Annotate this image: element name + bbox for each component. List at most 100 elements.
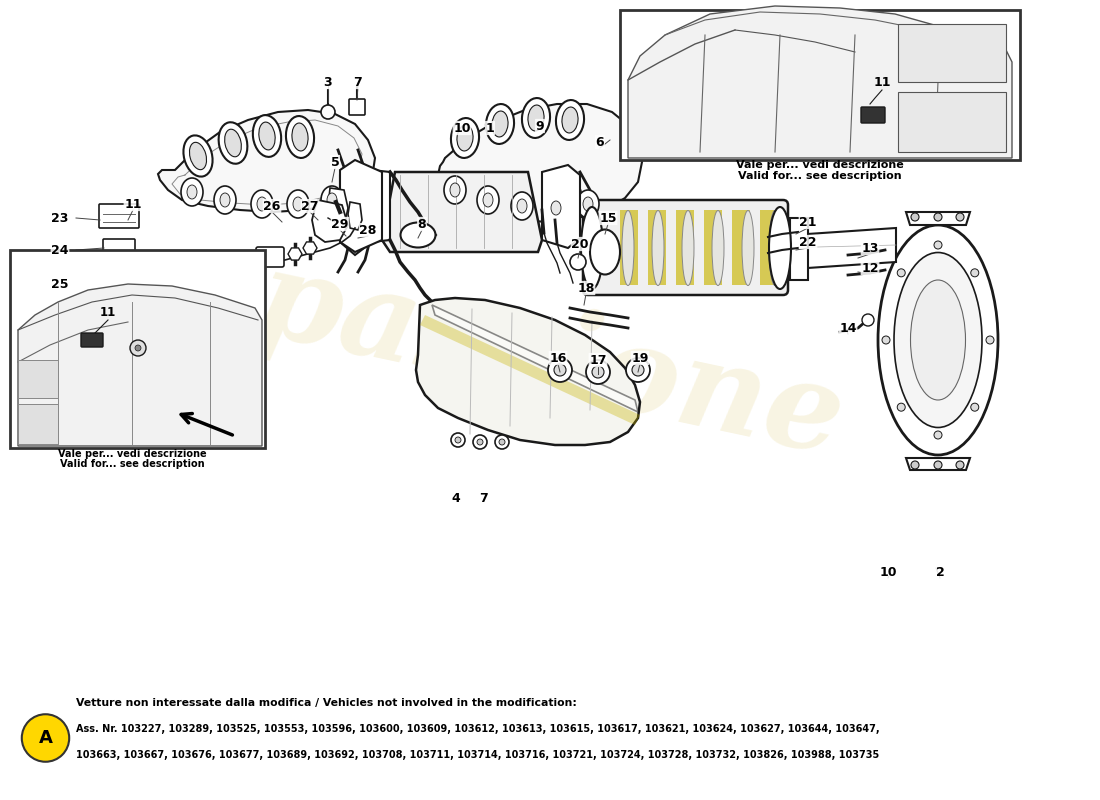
Text: passione: passione (245, 240, 855, 480)
Polygon shape (628, 6, 1012, 158)
Ellipse shape (321, 186, 343, 214)
FancyBboxPatch shape (103, 239, 135, 259)
Text: 7: 7 (353, 75, 362, 89)
Circle shape (911, 213, 918, 221)
Polygon shape (438, 104, 642, 222)
Ellipse shape (578, 190, 600, 218)
Bar (760, 210, 778, 285)
Text: 10: 10 (453, 122, 471, 134)
Circle shape (971, 403, 979, 411)
FancyBboxPatch shape (18, 404, 58, 444)
Text: 19: 19 (631, 351, 649, 365)
Text: 29: 29 (331, 218, 349, 230)
Text: Ass. Nr. 103227, 103289, 103525, 103553, 103596, 103600, 103609, 103612, 103613,: Ass. Nr. 103227, 103289, 103525, 103553,… (76, 724, 879, 734)
Ellipse shape (292, 123, 308, 151)
Text: 28: 28 (360, 223, 376, 237)
Text: 3: 3 (323, 75, 332, 89)
Ellipse shape (483, 193, 493, 207)
Polygon shape (302, 242, 317, 254)
Circle shape (898, 403, 905, 411)
Polygon shape (18, 284, 262, 446)
Ellipse shape (451, 118, 480, 158)
Circle shape (934, 461, 942, 469)
Ellipse shape (182, 178, 204, 206)
Circle shape (499, 439, 505, 445)
Polygon shape (416, 298, 640, 445)
Circle shape (632, 364, 644, 376)
Ellipse shape (712, 210, 724, 286)
Text: Valid for... see description: Valid for... see description (59, 459, 205, 469)
Circle shape (22, 714, 69, 762)
Circle shape (586, 360, 611, 384)
Circle shape (971, 269, 979, 277)
Text: 21: 21 (800, 215, 816, 229)
FancyBboxPatch shape (98, 268, 136, 294)
Text: Valid for... see description: Valid for... see description (738, 171, 902, 181)
Bar (732, 210, 750, 285)
FancyBboxPatch shape (99, 204, 139, 228)
Ellipse shape (486, 104, 514, 144)
Circle shape (956, 461, 964, 469)
Circle shape (898, 269, 905, 277)
FancyBboxPatch shape (10, 250, 265, 448)
Text: 14: 14 (839, 322, 857, 334)
Text: 20: 20 (571, 238, 588, 250)
Circle shape (934, 213, 942, 221)
Polygon shape (340, 164, 390, 255)
Ellipse shape (187, 185, 197, 199)
Circle shape (592, 366, 604, 378)
Ellipse shape (894, 253, 982, 427)
Polygon shape (906, 458, 970, 470)
Ellipse shape (400, 222, 436, 247)
Ellipse shape (286, 116, 315, 158)
Ellipse shape (450, 183, 460, 197)
Circle shape (882, 336, 890, 344)
Text: 27: 27 (301, 199, 319, 213)
FancyBboxPatch shape (9, 682, 1091, 794)
Text: A: A (39, 729, 53, 747)
Text: 25: 25 (52, 278, 68, 290)
Text: Vetture non interessate dalla modifica / Vehicles not involved in the modificati: Vetture non interessate dalla modifica /… (76, 698, 576, 709)
Ellipse shape (189, 142, 207, 170)
Text: 24: 24 (52, 243, 68, 257)
Text: 17: 17 (590, 354, 607, 366)
Text: 13: 13 (861, 242, 879, 254)
Ellipse shape (551, 201, 561, 215)
Ellipse shape (224, 130, 241, 157)
Ellipse shape (581, 207, 603, 289)
Text: 6: 6 (596, 135, 604, 149)
FancyBboxPatch shape (861, 107, 886, 123)
FancyBboxPatch shape (898, 92, 1006, 152)
Polygon shape (432, 305, 638, 412)
Circle shape (321, 105, 336, 119)
Circle shape (934, 431, 942, 439)
Ellipse shape (878, 225, 998, 455)
Polygon shape (312, 200, 348, 242)
Text: 2: 2 (936, 566, 945, 578)
Text: 26: 26 (263, 199, 280, 213)
Polygon shape (328, 188, 348, 224)
Ellipse shape (654, 121, 685, 159)
Ellipse shape (682, 210, 694, 286)
Text: 16: 16 (549, 351, 566, 365)
Text: 9: 9 (536, 119, 544, 133)
Circle shape (554, 364, 566, 376)
Text: 11: 11 (124, 198, 142, 210)
Ellipse shape (253, 115, 282, 157)
Ellipse shape (251, 190, 273, 218)
Ellipse shape (769, 210, 781, 286)
Ellipse shape (590, 230, 620, 274)
FancyBboxPatch shape (256, 247, 284, 267)
Bar (676, 210, 694, 285)
Polygon shape (778, 228, 896, 270)
FancyBboxPatch shape (898, 24, 1006, 82)
Ellipse shape (477, 186, 499, 214)
Text: 18: 18 (578, 282, 595, 294)
Ellipse shape (258, 122, 275, 150)
Polygon shape (542, 165, 580, 248)
Polygon shape (288, 248, 302, 260)
Ellipse shape (621, 210, 634, 286)
Ellipse shape (444, 176, 466, 204)
Polygon shape (348, 202, 362, 230)
FancyBboxPatch shape (18, 360, 58, 398)
